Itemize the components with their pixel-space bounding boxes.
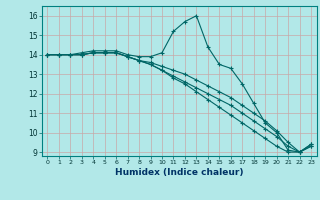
X-axis label: Humidex (Indice chaleur): Humidex (Indice chaleur) (115, 168, 244, 177)
